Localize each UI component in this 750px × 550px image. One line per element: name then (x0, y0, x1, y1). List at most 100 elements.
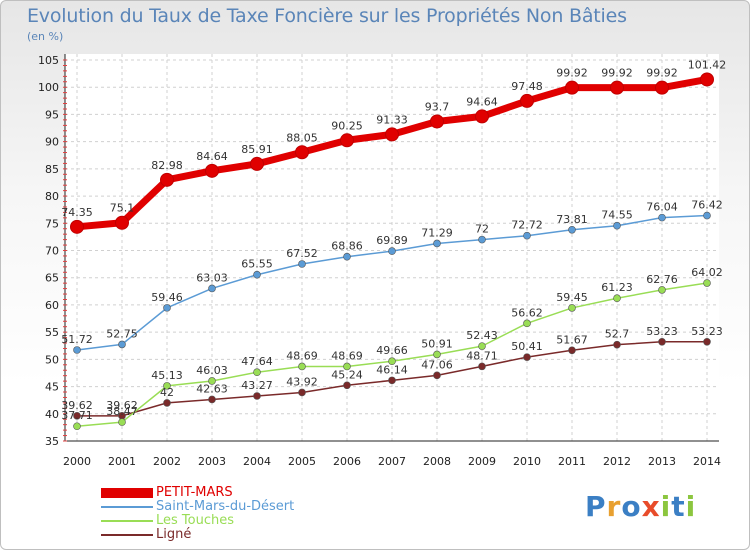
y-tick-label: 55 (45, 326, 59, 339)
data-point (298, 388, 306, 397)
data-label: 75.1 (110, 202, 135, 215)
data-label: 76.04 (646, 201, 678, 214)
data-point (250, 156, 264, 171)
data-point (73, 412, 81, 420)
data-point (208, 395, 216, 404)
data-point (388, 376, 396, 385)
y-tick-label: 85 (45, 163, 59, 176)
data-label: 82.98 (151, 159, 183, 172)
data-label: 97.48 (511, 80, 543, 93)
data-label: 99.92 (646, 67, 678, 80)
data-point (343, 252, 351, 261)
data-point (478, 362, 486, 371)
data-label: 93.7 (425, 101, 450, 114)
data-label: 85.91 (241, 143, 273, 156)
data-label: 94.64 (466, 95, 498, 108)
legend-swatch (101, 506, 153, 508)
data-point (115, 215, 129, 230)
x-tick-label: 2006 (333, 455, 361, 468)
x-tick-label: 2004 (243, 455, 271, 468)
data-label: 48.71 (466, 349, 498, 362)
legend-swatch (101, 534, 153, 536)
data-label: 37.71 (61, 409, 93, 422)
data-label: 63.03 (196, 271, 228, 284)
data-label: 50.41 (511, 340, 543, 353)
data-label: 46.14 (376, 363, 408, 376)
data-label: 73.81 (556, 213, 588, 226)
data-point (385, 127, 399, 142)
data-point (298, 260, 306, 268)
data-label: 38.47 (106, 405, 138, 418)
data-point (565, 80, 579, 95)
legend-swatch (101, 488, 153, 498)
x-tick-label: 2010 (513, 455, 541, 468)
data-label: 56.62 (511, 306, 543, 319)
y-tick-label: 50 (45, 353, 59, 366)
data-label: 61.23 (601, 281, 633, 294)
unit-label: (en %) (27, 30, 64, 43)
logo-letter: P (585, 490, 607, 523)
y-tick-label: 65 (45, 272, 59, 285)
data-point (298, 362, 306, 371)
data-point (658, 213, 666, 222)
data-label: 52.7 (605, 328, 630, 341)
data-label: 43.92 (286, 375, 318, 388)
legend-label: PETIT-MARS (156, 485, 233, 500)
data-point (520, 93, 534, 108)
logo-letter: t (671, 490, 686, 523)
logo-letter: r (606, 490, 622, 523)
data-point (253, 270, 261, 279)
data-point (295, 145, 309, 160)
x-tick-label: 2007 (378, 455, 406, 468)
data-label: 67.52 (286, 247, 318, 260)
data-point (208, 284, 216, 293)
data-label: 74.35 (61, 206, 93, 219)
data-point (343, 381, 351, 390)
data-label: 53.23 (691, 325, 723, 338)
data-label: 99.92 (556, 67, 588, 80)
y-tick-label: 35 (45, 435, 59, 448)
data-point (568, 304, 576, 312)
data-point (655, 80, 669, 95)
data-point (523, 353, 531, 361)
data-label: 69.89 (376, 234, 408, 247)
data-point (118, 418, 126, 426)
data-label: 90.25 (331, 119, 363, 132)
data-point (700, 72, 714, 87)
data-label: 49.66 (376, 344, 408, 357)
y-tick-label: 80 (45, 190, 59, 203)
data-label: 52.75 (106, 327, 138, 340)
chart-title: Evolution du Taux de Taxe Foncière sur l… (27, 5, 627, 27)
logo-letter: i (660, 490, 672, 523)
data-point (613, 294, 621, 303)
data-label: 88.05 (286, 131, 318, 144)
x-tick-label: 2000 (63, 455, 91, 468)
data-point (160, 172, 174, 187)
data-point (208, 377, 216, 385)
data-point (253, 392, 261, 400)
x-tick-label: 2013 (648, 455, 676, 468)
logo-letter: x (641, 490, 661, 523)
data-point (568, 225, 576, 234)
data-point (343, 362, 351, 371)
data-label: 39.62 (106, 399, 138, 412)
data-point (388, 247, 396, 255)
data-point (118, 340, 126, 349)
proxiti-logo: Proxiti (585, 490, 696, 523)
x-tick-label: 2009 (468, 455, 496, 468)
data-label: 48.69 (331, 349, 363, 362)
data-point (433, 350, 441, 359)
x-tick-label: 2001 (108, 455, 136, 468)
data-point (163, 304, 171, 312)
data-point (253, 368, 261, 377)
data-point (478, 235, 486, 244)
x-tick-label: 2003 (198, 455, 226, 468)
x-tick-label: 2002 (153, 455, 181, 468)
data-label: 62.76 (646, 273, 678, 286)
data-point (523, 319, 531, 328)
data-point (205, 163, 219, 178)
y-tick-label: 40 (45, 408, 59, 421)
data-label: 76.42 (691, 199, 723, 212)
data-point (703, 279, 711, 287)
data-label: 59.46 (151, 291, 183, 304)
